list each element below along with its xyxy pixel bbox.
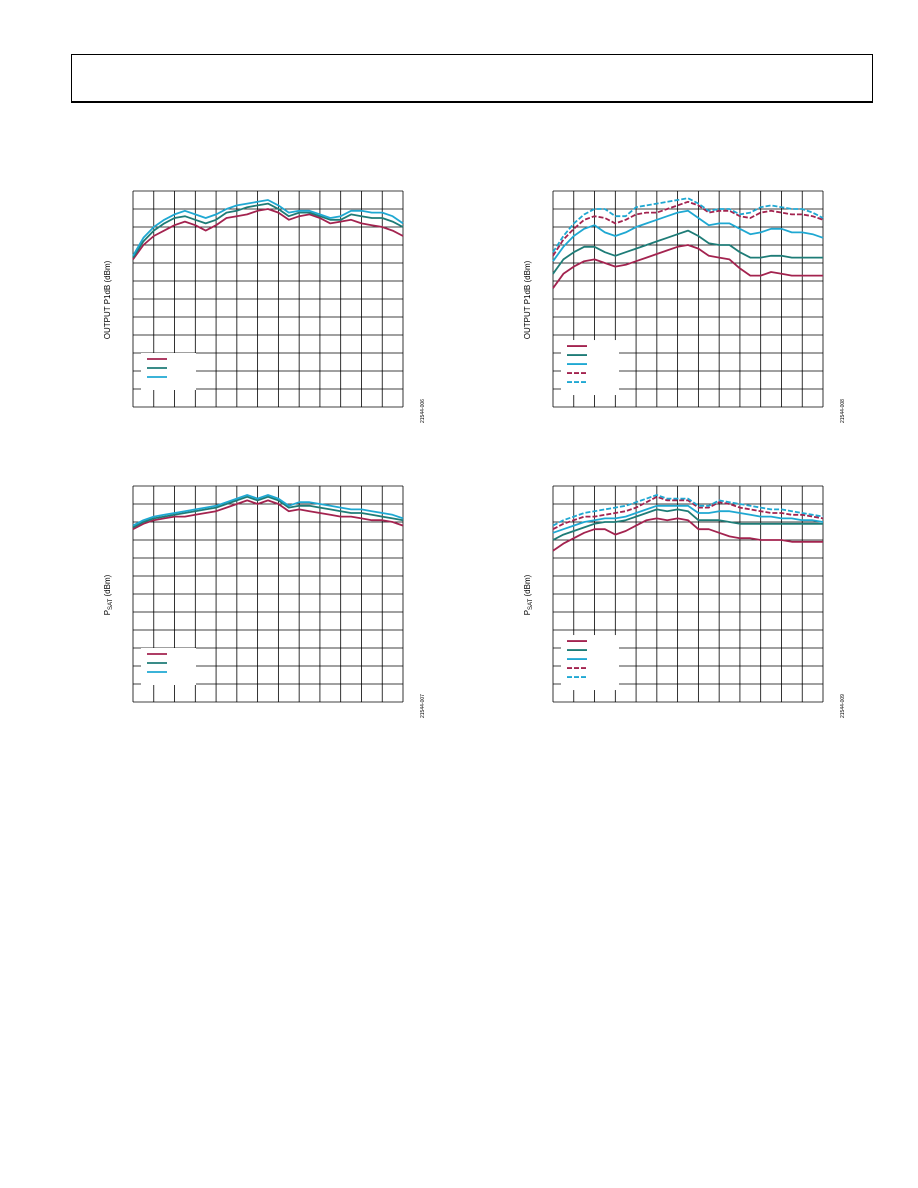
series-line xyxy=(552,504,824,534)
series-line xyxy=(552,508,823,541)
plot-area xyxy=(132,485,404,703)
series-line xyxy=(552,197,824,253)
figure-id: 21544-007 xyxy=(420,694,426,718)
y-axis-label: PSAT (dBm) xyxy=(103,574,114,615)
series-line xyxy=(132,494,404,527)
chart-output-p1db-left: OUTPUT P1dB (dBm) 21544-006 xyxy=(103,190,426,423)
series-line xyxy=(132,199,404,257)
series-line xyxy=(132,499,404,530)
series-line xyxy=(552,244,823,289)
y-axis-label: OUTPUT P1dB (dBm) xyxy=(103,260,112,339)
series-line xyxy=(132,208,404,260)
series-line xyxy=(552,209,824,262)
y-label-main: P xyxy=(523,610,532,615)
series-line xyxy=(552,229,823,275)
chart-psat-left: PSAT (dBm) 21544-007 xyxy=(103,485,426,718)
plot-area xyxy=(552,190,824,408)
y-label-subscript: SAT xyxy=(528,598,534,610)
page-header-box xyxy=(71,54,873,103)
chart-output-p1db-right: OUTPUT P1dB (dBm) 21544-008 xyxy=(523,190,846,423)
series-line xyxy=(132,495,404,529)
figure-id: 21544-006 xyxy=(420,399,426,423)
series-line xyxy=(552,517,823,552)
legend xyxy=(561,635,619,691)
plot-area xyxy=(552,485,824,703)
legend xyxy=(561,340,619,396)
y-label-unit: (dBm) xyxy=(523,574,532,598)
plot-area xyxy=(132,190,404,408)
series-line xyxy=(552,494,824,527)
y-axis-label: PSAT (dBm) xyxy=(523,574,534,615)
chart-psat-right: PSAT (dBm) 21544-009 xyxy=(523,485,846,718)
y-label-main: P xyxy=(103,610,112,615)
y-label-unit: (dBm) xyxy=(103,574,112,598)
y-axis-label: OUTPUT P1dB (dBm) xyxy=(523,260,532,339)
figure-id: 21544-008 xyxy=(840,399,846,423)
series-line xyxy=(552,200,824,257)
series-line xyxy=(132,202,404,259)
y-label-subscript: SAT xyxy=(108,598,114,610)
figure-id: 21544-009 xyxy=(840,694,846,718)
series-line xyxy=(552,495,824,530)
